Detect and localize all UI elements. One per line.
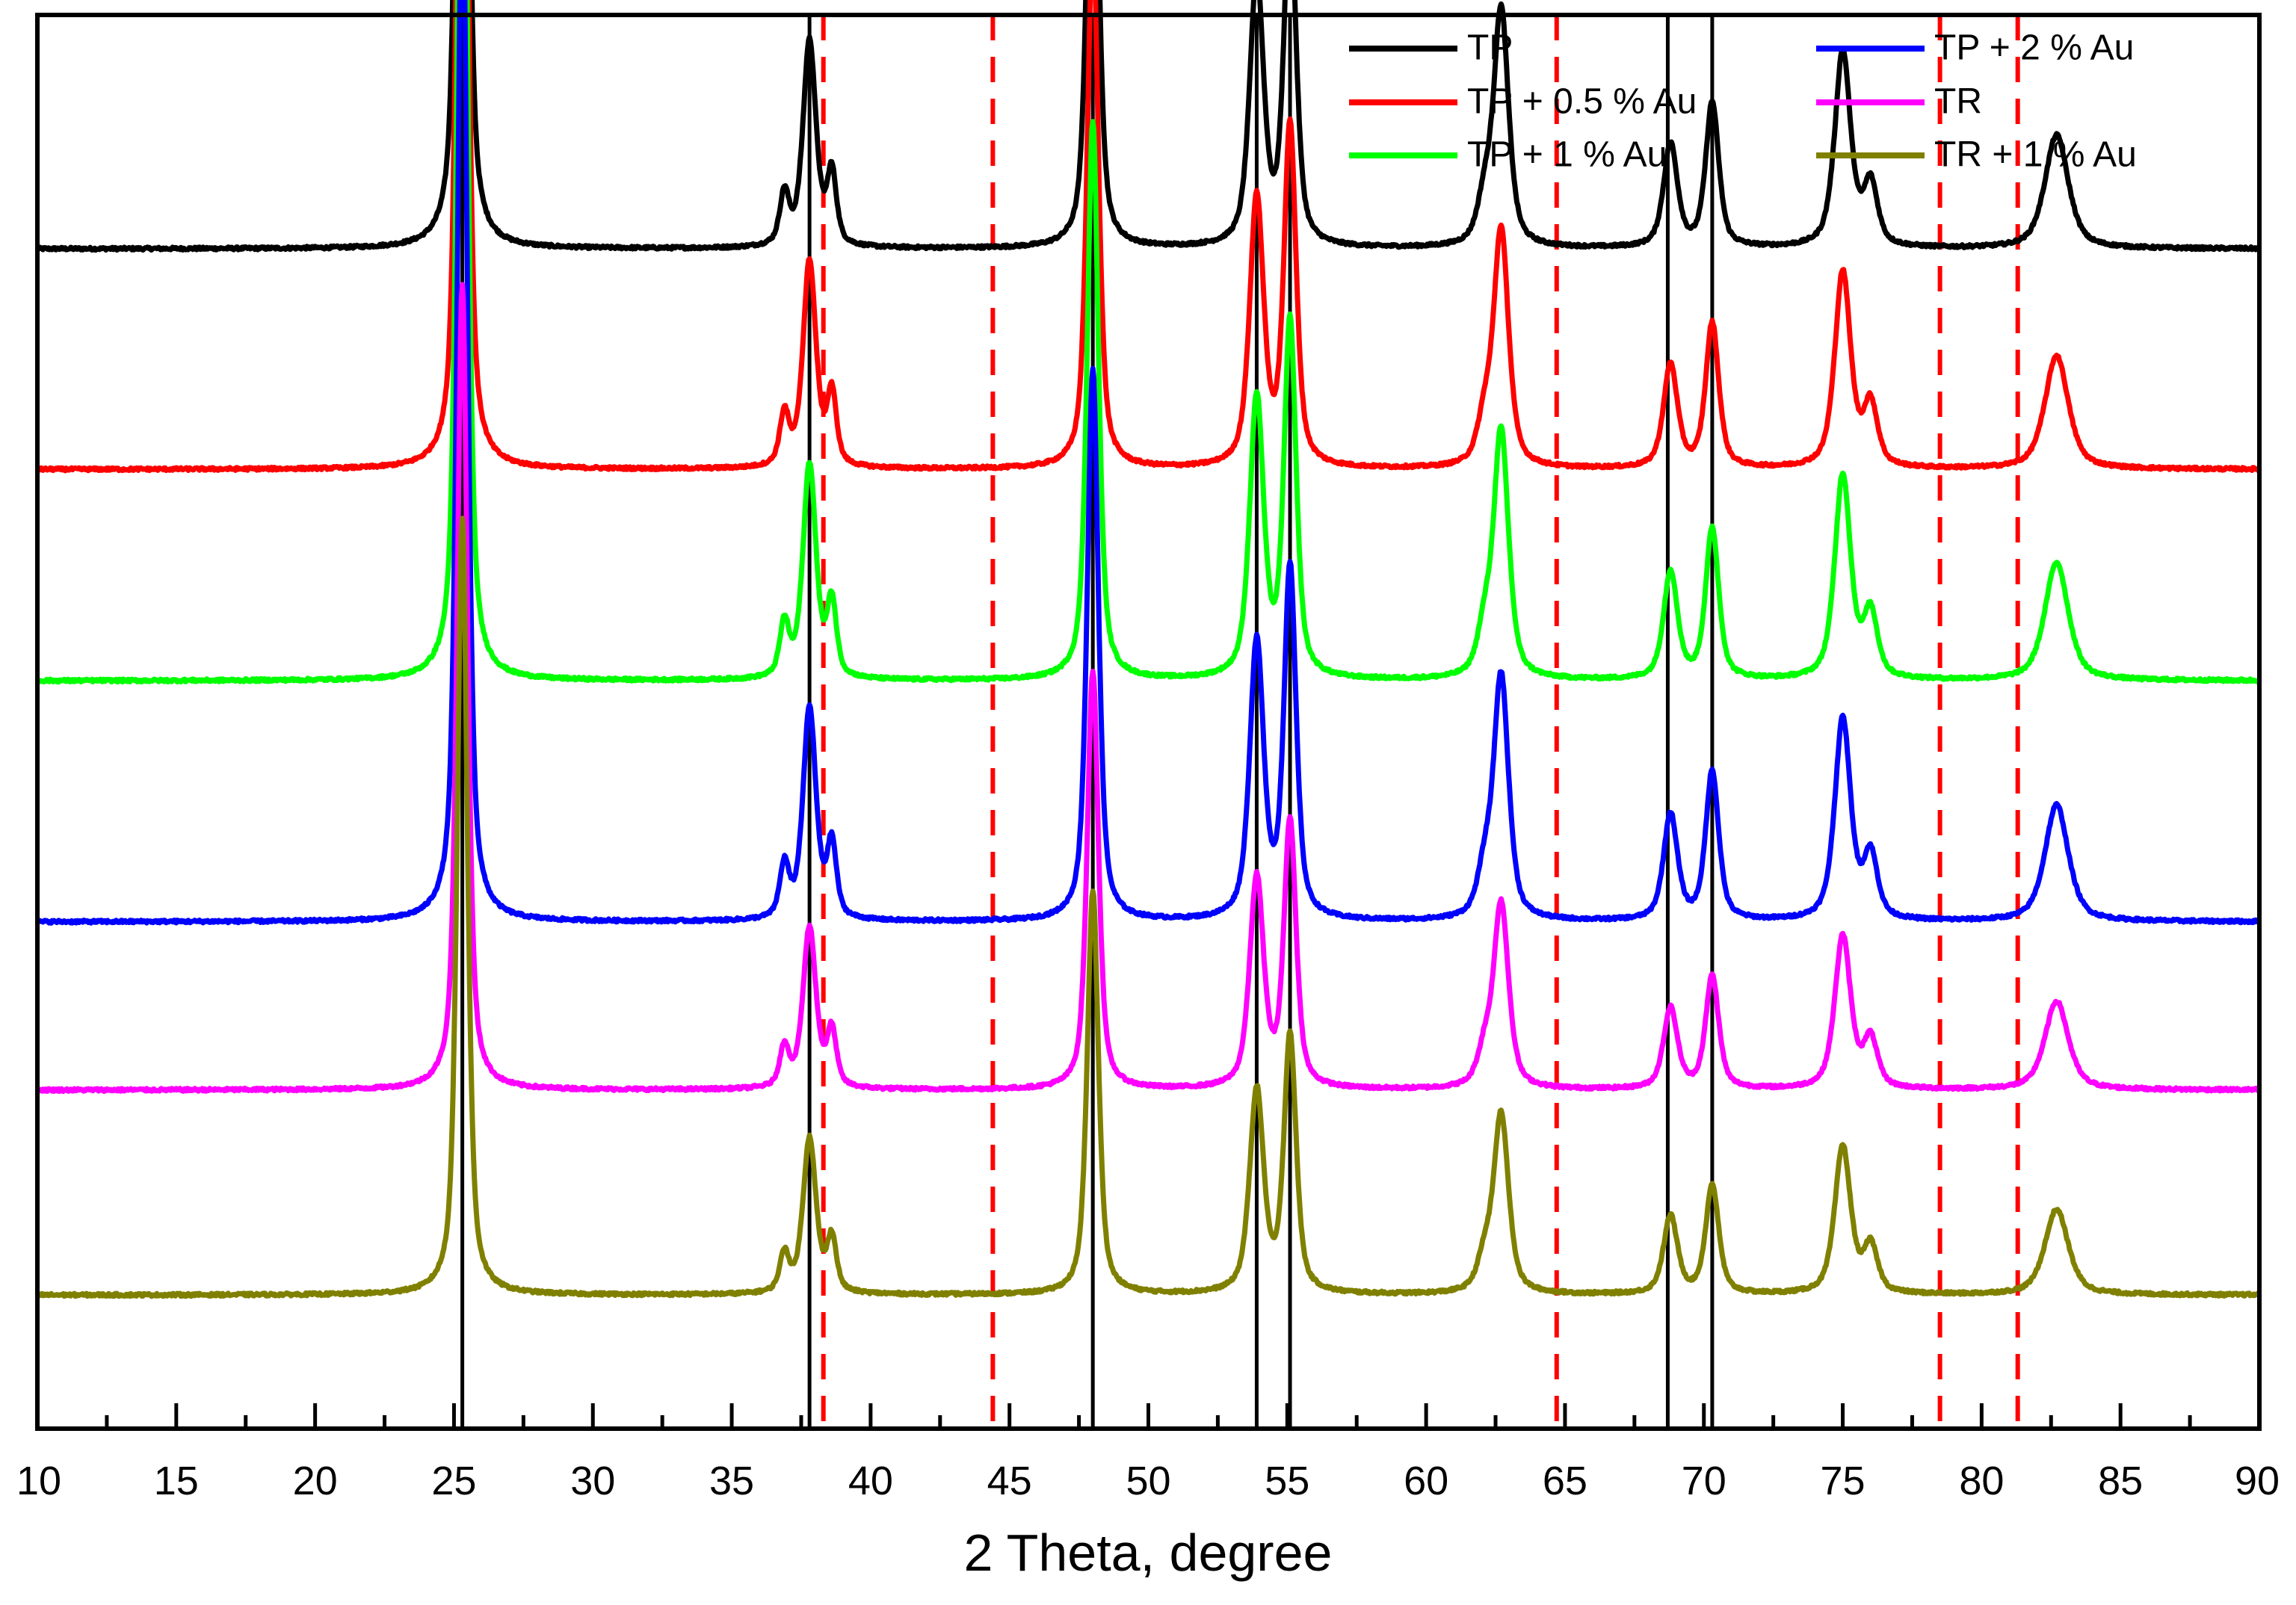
series-group [34,0,2262,1299]
x-tick-label: 10 [16,1459,61,1503]
plot-frame [35,13,2262,1431]
x-axis-title: 2 Theta, degree [964,1524,1333,1582]
x-tick-label: 35 [709,1459,754,1503]
legend-label: TR [1934,82,1982,122]
legend-label: TP [1467,28,1513,68]
x-tick-label: 45 [987,1459,1032,1503]
x-tick-label: 90 [2235,1459,2280,1503]
series-line [35,0,2262,253]
x-tick-label: 80 [1959,1459,2004,1503]
x-tick-label: 60 [1404,1459,1448,1503]
reference-lines [460,15,2020,1429]
x-tick-label: 55 [1265,1459,1309,1503]
x-axis-ticks: 10 15 20 25 30 35 40 45 50 55 60 65 70 75 80 85 90 [16,1403,2280,1503]
legend: TP TP + 0.5 % Au TP + 1 % Au TP + 2 % Au TR T… [1349,28,2137,175]
x-tick-label: 85 [2098,1459,2143,1503]
x-tick-label: 70 [1682,1459,1726,1503]
x-tick-label: 25 [431,1459,476,1503]
x-tick-label: 30 [570,1459,615,1503]
x-tick-label: 40 [848,1459,893,1503]
series-line [35,516,2262,1299]
legend-label: TP + 1 % Au [1467,135,1667,175]
x-tick-label: 75 [1821,1459,1866,1503]
x-tick-label: 20 [293,1459,338,1503]
x-tick-label: 65 [1543,1459,1587,1503]
x-tick-label: 15 [154,1459,199,1503]
series-line [35,0,2262,926]
legend-label: TR + 1 % Au [1934,135,2137,175]
legend-label: TP + 2 % Au [1934,28,2134,68]
legend-label: TP + 0.5 % Au [1467,82,1697,122]
series-line [35,0,2262,685]
x-tick-label: 50 [1126,1459,1170,1503]
series-line [35,0,2262,474]
series-line [34,282,2262,1094]
